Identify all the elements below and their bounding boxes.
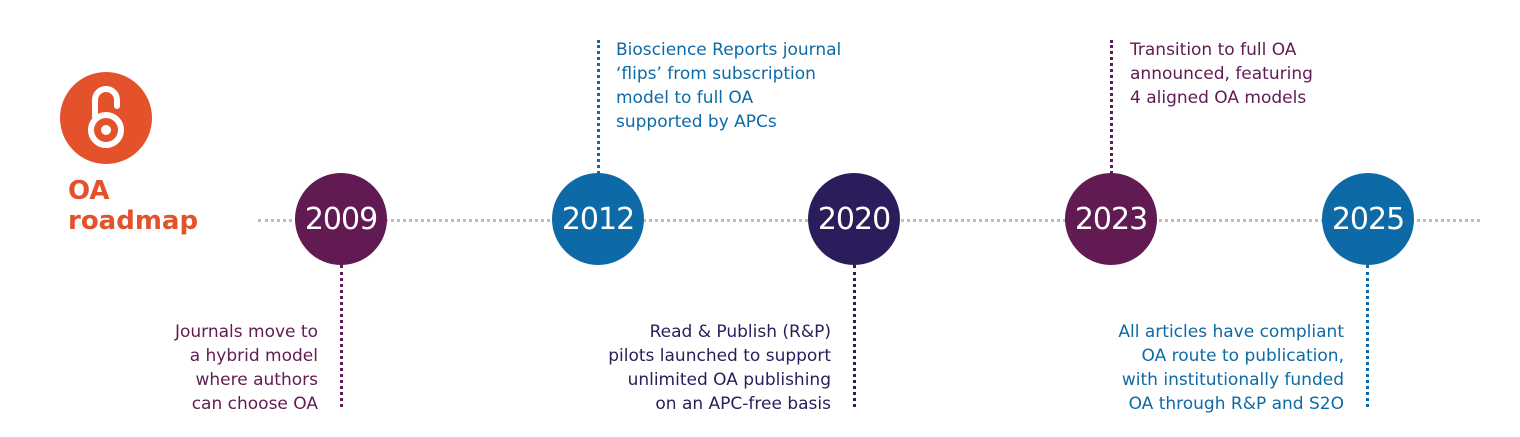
connector-2025 bbox=[1366, 265, 1369, 407]
note-line: ‘flips’ from subscription bbox=[616, 64, 816, 84]
connector-2012 bbox=[597, 40, 600, 174]
note-line: pilots launched to support bbox=[608, 346, 831, 366]
milestone-note-2020: Read & Publish (R&P) pilots launched to … bbox=[608, 320, 831, 416]
note-line: Transition to full OA bbox=[1130, 40, 1297, 60]
note-line: Read & Publish (R&P) bbox=[649, 322, 831, 342]
milestone-year: 2020 bbox=[817, 201, 891, 237]
milestone-2020: 2020 bbox=[808, 173, 900, 265]
note-line: Journals move to bbox=[174, 322, 318, 342]
milestone-2023: 2023 bbox=[1065, 173, 1157, 265]
note-line: unlimited OA publishing bbox=[627, 370, 831, 390]
note-line: All articles have compliant bbox=[1118, 322, 1344, 342]
note-line: can choose OA bbox=[191, 394, 318, 414]
milestone-2009: 2009 bbox=[295, 173, 387, 265]
page-title: OA roadmap bbox=[68, 176, 198, 236]
milestone-year: 2012 bbox=[561, 201, 635, 237]
note-line: on an APC-free basis bbox=[655, 394, 831, 414]
note-line: with institutionally funded bbox=[1121, 370, 1344, 390]
milestone-note-2009: Journals move to a hybrid model where au… bbox=[175, 320, 318, 416]
note-line: 4 aligned OA models bbox=[1130, 88, 1307, 108]
milestone-note-2023: Transition to full OA announced, featuri… bbox=[1130, 38, 1313, 110]
connector-2020 bbox=[853, 265, 856, 407]
milestone-year: 2025 bbox=[1331, 201, 1405, 237]
milestone-year: 2023 bbox=[1074, 201, 1148, 237]
brand-line-2: roadmap bbox=[68, 206, 199, 236]
note-line: OA route to publication, bbox=[1141, 346, 1344, 366]
milestone-year: 2009 bbox=[304, 201, 378, 237]
note-line: OA through R&P and S2O bbox=[1128, 394, 1344, 414]
open-access-lock-icon bbox=[60, 72, 152, 164]
note-line: where authors bbox=[195, 370, 319, 390]
milestone-2012: 2012 bbox=[552, 173, 644, 265]
note-line: model to full OA bbox=[616, 88, 754, 108]
note-line: announced, featuring bbox=[1130, 64, 1313, 84]
note-line: a hybrid model bbox=[189, 346, 318, 366]
brand-line-1: OA bbox=[68, 176, 110, 206]
milestone-note-2025: All articles have compliant OA route to … bbox=[1118, 320, 1344, 416]
milestone-2025: 2025 bbox=[1322, 173, 1414, 265]
connector-2009 bbox=[340, 265, 343, 407]
milestone-note-2012: Bioscience Reports journal ‘flips’ from … bbox=[616, 38, 841, 134]
note-line: Bioscience Reports journal bbox=[616, 40, 842, 60]
note-line: supported by APCs bbox=[616, 112, 777, 132]
connector-2023 bbox=[1110, 40, 1113, 174]
